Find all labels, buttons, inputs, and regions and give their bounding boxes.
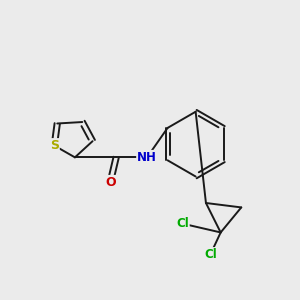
Text: Cl: Cl — [204, 248, 217, 261]
Text: O: O — [105, 176, 116, 189]
Text: NH: NH — [137, 151, 157, 164]
Text: Cl: Cl — [176, 217, 189, 230]
Text: S: S — [50, 139, 59, 152]
